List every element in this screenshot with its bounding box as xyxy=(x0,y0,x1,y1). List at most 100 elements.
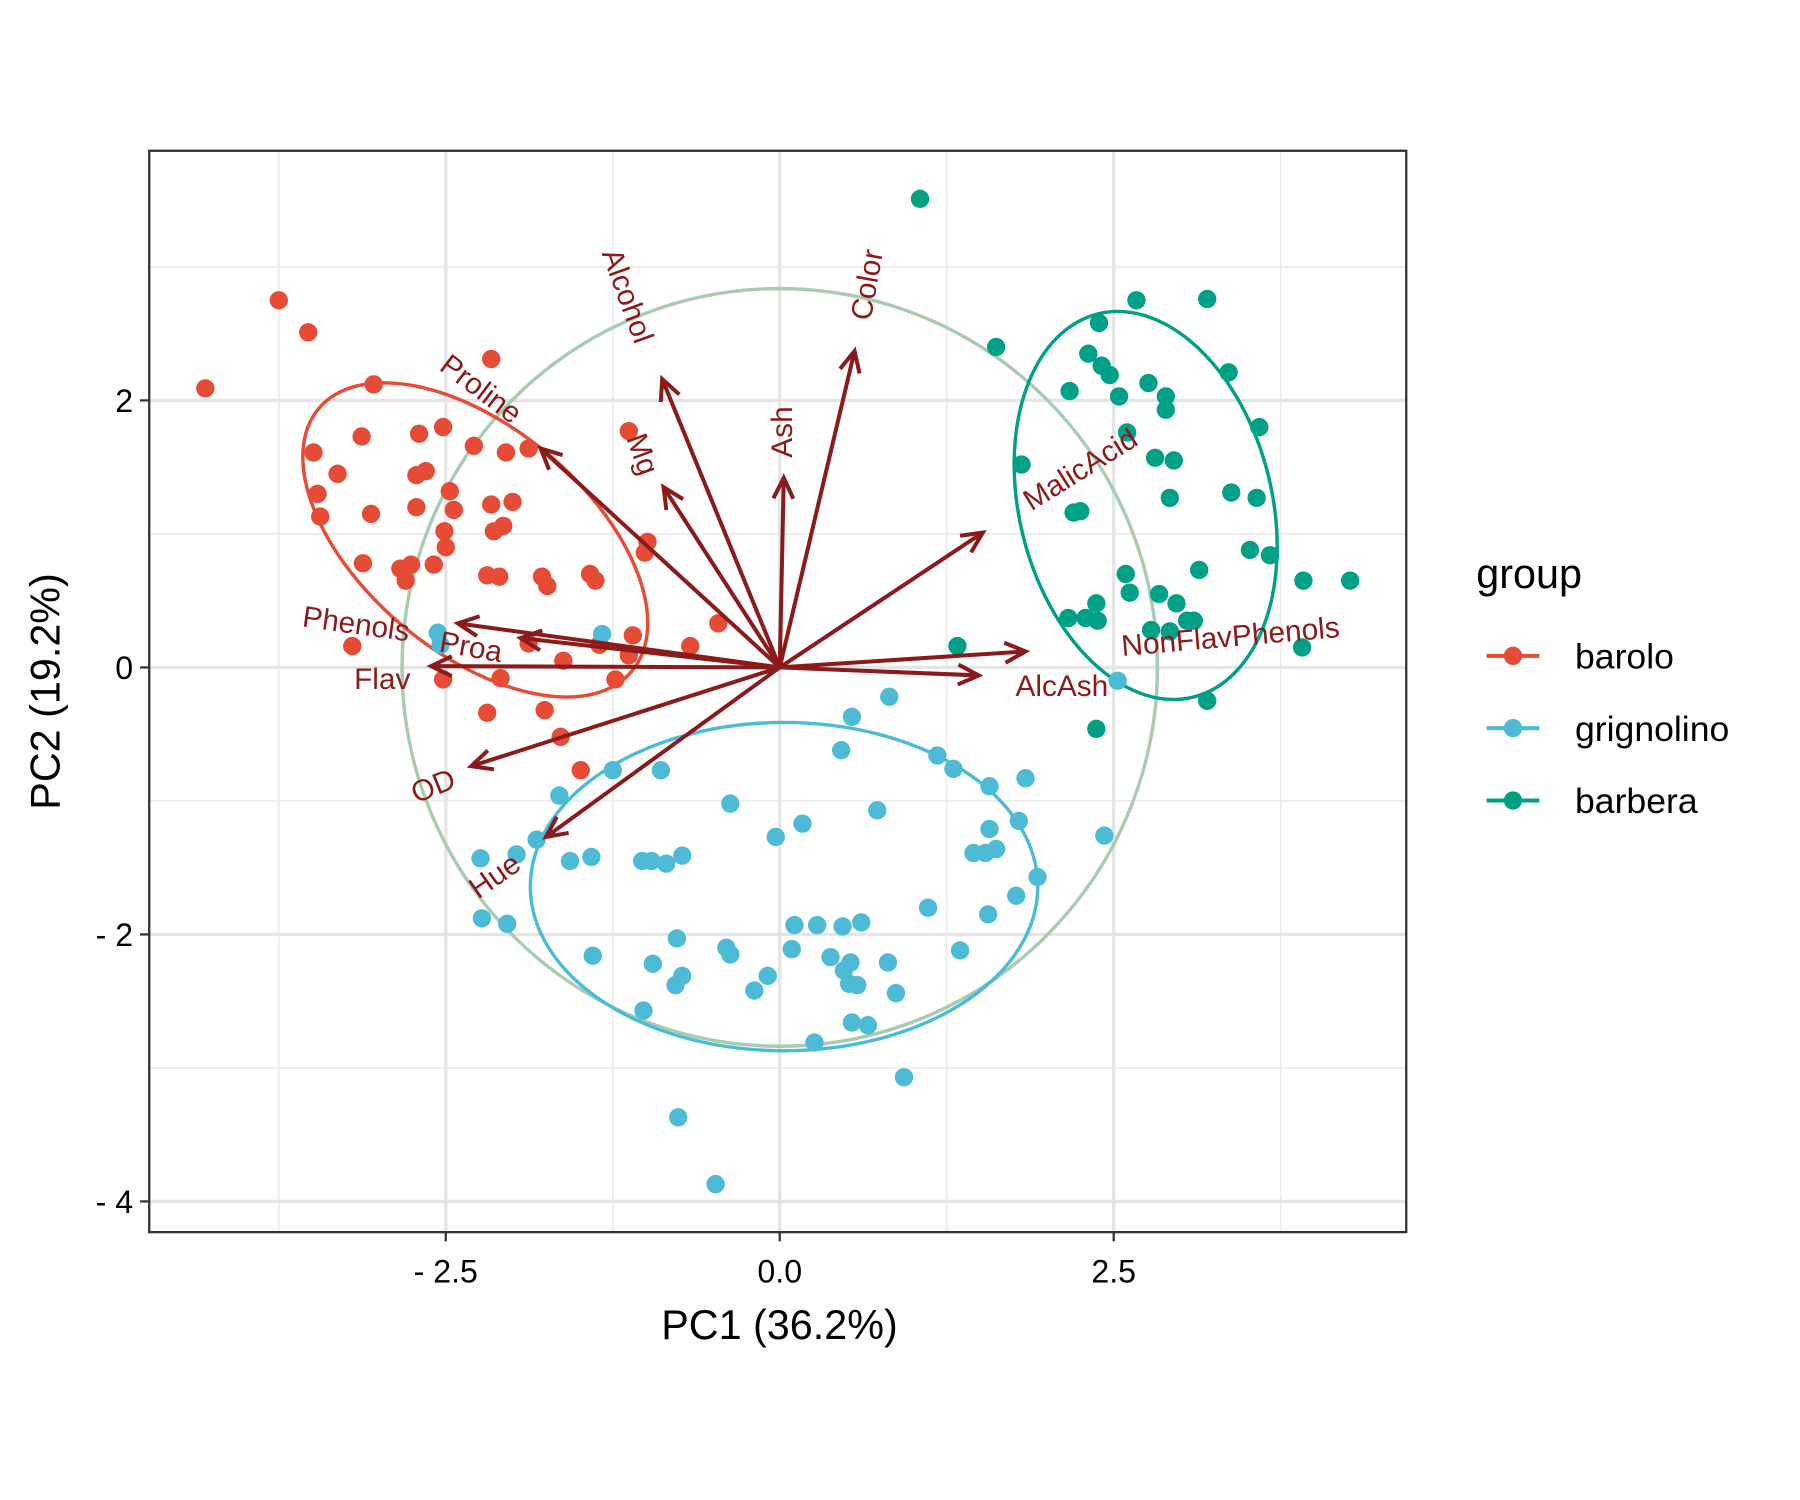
grignolino-point xyxy=(507,845,526,864)
grignolino-point xyxy=(431,635,450,654)
barolo-point xyxy=(196,379,215,398)
barolo-point xyxy=(503,492,522,512)
arrowhead-icon xyxy=(426,654,453,678)
barolo-point xyxy=(586,571,605,590)
barbera-point xyxy=(1060,381,1079,401)
grignolino-point xyxy=(980,777,999,796)
barbera-point xyxy=(1076,608,1095,628)
arrow-od-shaft xyxy=(470,665,781,769)
barbera-point xyxy=(1198,289,1217,309)
barbera-point xyxy=(986,337,1006,357)
barbera-point xyxy=(1141,620,1161,640)
barbera-point xyxy=(1294,571,1313,590)
grignolino-point xyxy=(894,1068,914,1087)
grignolino-point xyxy=(1028,867,1047,887)
arrow-proa-shaft xyxy=(520,636,780,670)
legend-item-barbera: barbera xyxy=(1486,781,1698,821)
barolo-point xyxy=(606,670,625,689)
grignolino-point xyxy=(886,983,906,1003)
barbera-point xyxy=(1167,594,1186,613)
arrowhead-icon xyxy=(658,374,681,403)
barolo-point xyxy=(681,636,700,656)
barolo-point xyxy=(343,636,362,656)
barolo-point xyxy=(352,427,371,446)
barolo-point xyxy=(623,626,642,645)
grignolino-ellipse xyxy=(528,720,1040,1053)
barolo-point xyxy=(353,554,373,573)
panel-border xyxy=(148,149,1408,1234)
grignolino-point xyxy=(1009,811,1029,831)
barolo-point xyxy=(401,555,421,574)
legend-item-barolo: barolo xyxy=(1486,636,1674,676)
grignolino-point xyxy=(1095,826,1114,845)
y-tick-label: 2 xyxy=(115,383,133,419)
grignolino-point xyxy=(657,854,676,873)
correlation-circle xyxy=(400,286,1160,1048)
grignolino-point xyxy=(805,1033,824,1052)
arrowhead-icon xyxy=(537,445,564,471)
grignolino-point xyxy=(868,801,887,820)
arrowhead-icon xyxy=(453,614,481,638)
barolo-point xyxy=(304,443,323,462)
barolo-point xyxy=(571,761,590,780)
loading-label: Flav xyxy=(354,663,410,696)
grignolino-point xyxy=(918,898,938,917)
grignolino-point xyxy=(782,939,801,959)
grignolino-point xyxy=(560,851,580,871)
barolo-point xyxy=(396,571,415,590)
grignolino-point xyxy=(471,849,490,868)
barolo-point xyxy=(491,668,510,688)
grignolino-point xyxy=(1016,769,1035,788)
barolo-point xyxy=(409,424,429,443)
barolo-point xyxy=(538,576,557,596)
grignolino-point xyxy=(807,915,827,935)
grignolino-point xyxy=(642,851,661,871)
barolo-point xyxy=(496,443,516,462)
barolo-point xyxy=(269,291,288,310)
x-tick-label: 0.0 xyxy=(757,1254,802,1290)
grignolino-point xyxy=(950,941,970,960)
barbera-point xyxy=(1260,546,1280,565)
grignolino-point xyxy=(758,966,777,985)
legend-item-grignolino: grignolino xyxy=(1486,709,1729,749)
barolo-point xyxy=(361,504,381,524)
barbera-point xyxy=(1247,488,1266,508)
barbera-point xyxy=(1240,540,1260,560)
grignolino-point xyxy=(582,847,601,867)
y-tick-label: - 2 xyxy=(96,917,134,953)
barbera-point xyxy=(1340,571,1360,590)
legend-key-dot xyxy=(1503,646,1523,666)
barbera-point xyxy=(910,189,930,209)
grignolino-point xyxy=(643,954,663,973)
axes: - 2.5 0.0 2.5 2 0 - 2 - 4 xyxy=(96,383,1136,1290)
barolo-point xyxy=(299,323,318,342)
barbera-point xyxy=(1087,719,1106,739)
grignolino-point xyxy=(550,786,569,805)
barolo-point xyxy=(482,349,501,369)
grignolino-point xyxy=(721,794,740,813)
barbera-point xyxy=(1012,455,1031,474)
barbera-point xyxy=(1160,622,1179,641)
barbera-point xyxy=(1109,387,1129,406)
arrow-alcohol-shaft xyxy=(660,378,782,669)
arrow-malicacid-shaft xyxy=(778,530,984,670)
grignolino-point xyxy=(785,915,804,935)
grignolino-point xyxy=(978,905,998,924)
barbera-point xyxy=(1250,417,1269,437)
grignolino-point xyxy=(673,846,692,865)
grignolino-point xyxy=(928,746,947,765)
barolo-point xyxy=(416,461,435,481)
legend-key-dot xyxy=(1503,719,1523,738)
barolo-point xyxy=(424,555,443,574)
arrow-hue-shaft xyxy=(544,665,781,839)
grignolino-point xyxy=(880,687,899,706)
y-axis-title: PC2 (19.2%) xyxy=(23,573,69,810)
barolo-point xyxy=(311,507,330,526)
barolo-point xyxy=(444,500,463,520)
legend-key-dot xyxy=(1503,791,1523,810)
grignolino-point xyxy=(721,945,740,964)
barbera-point xyxy=(1145,448,1165,468)
barolo-point xyxy=(709,614,728,633)
barolo-point xyxy=(519,439,538,458)
